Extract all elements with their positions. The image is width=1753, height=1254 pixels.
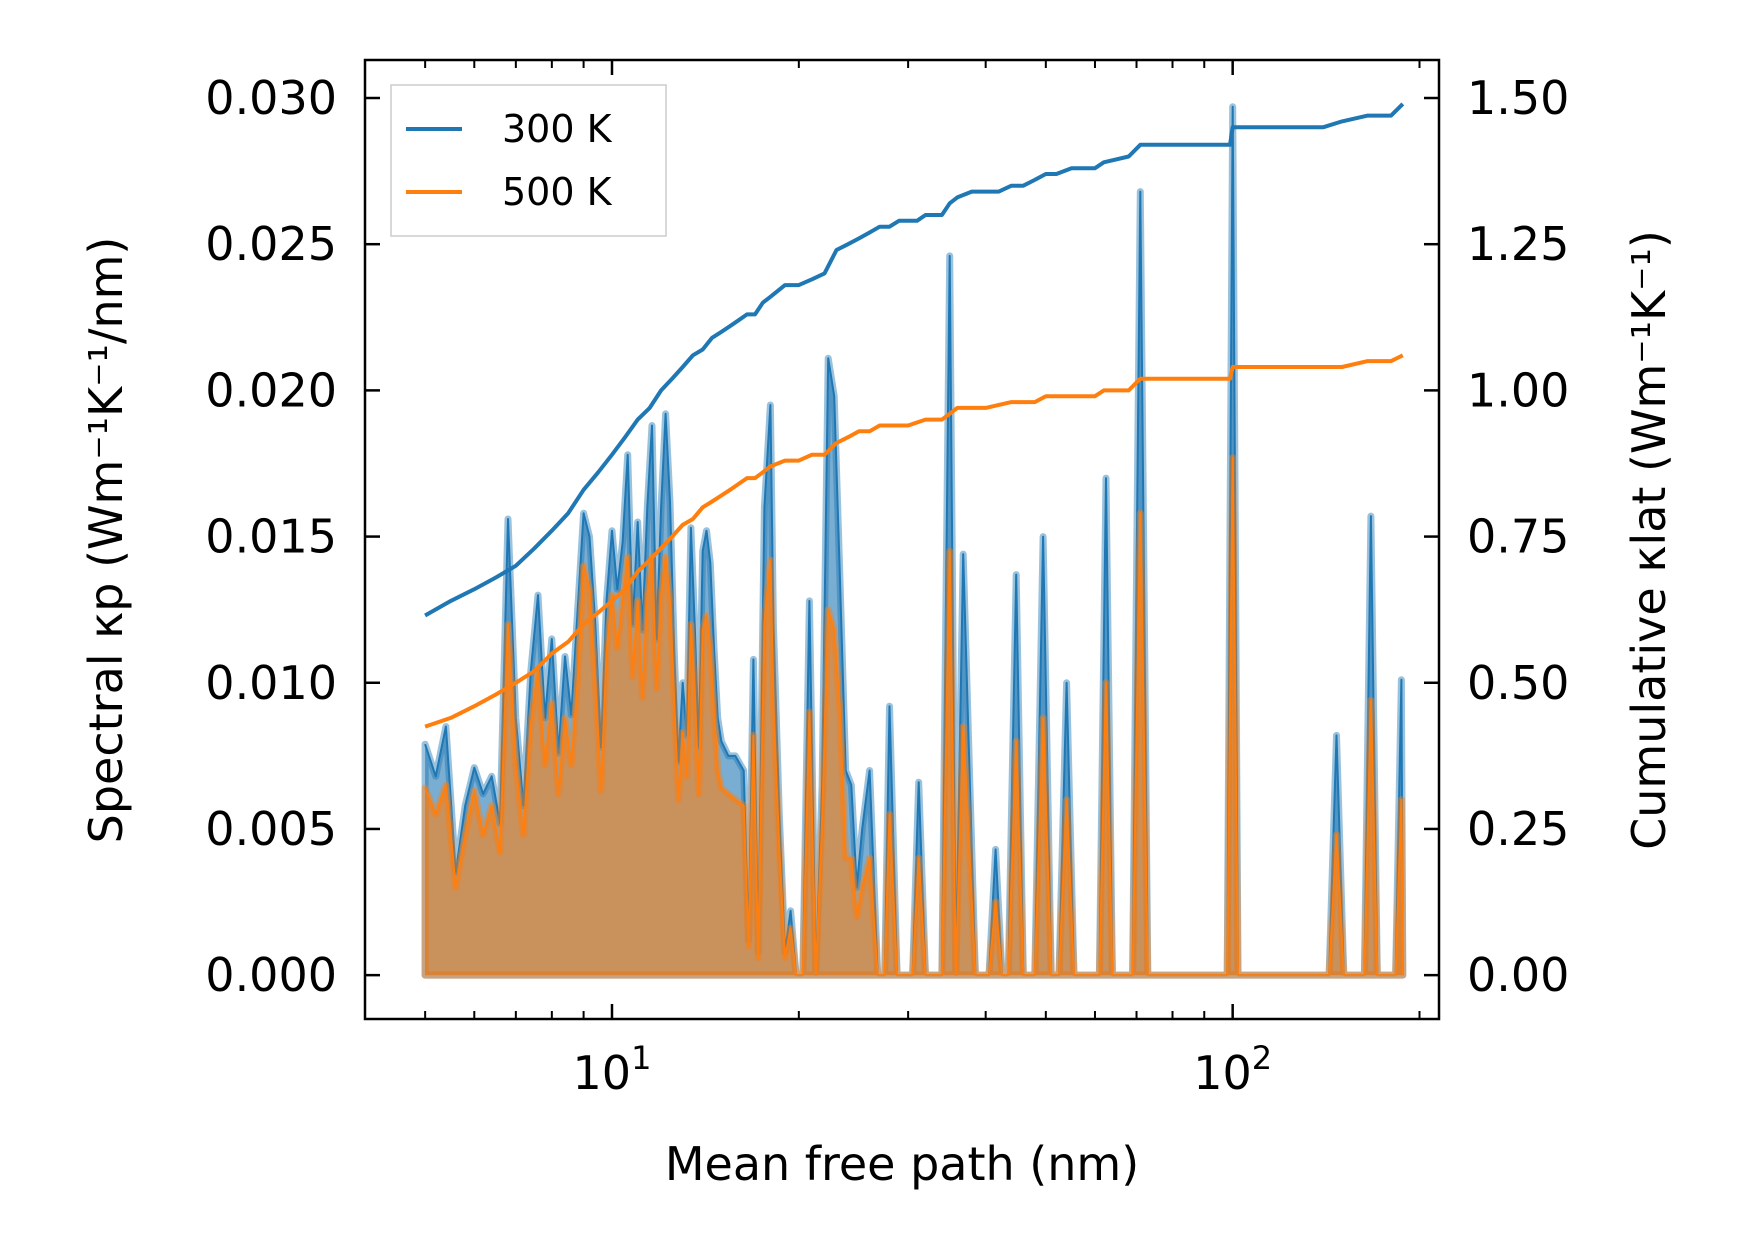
- plot-area: [421, 102, 1407, 979]
- y-right-tick-label: 0.25: [1467, 802, 1569, 856]
- y-right-tick-label: 1.00: [1467, 363, 1569, 417]
- y-left-tick-label: 0.000: [205, 948, 337, 1002]
- spectral-area-500k: [421, 454, 1407, 979]
- x-tick-label: 102: [1193, 1039, 1272, 1100]
- y-left-tick-label: 0.020: [205, 363, 337, 417]
- y-right-tick-label: 1.50: [1467, 71, 1569, 125]
- y-left-tick-label: 0.015: [205, 510, 337, 564]
- cumulative-line-500k: [424, 353, 1404, 729]
- y-right-tick-label: 1.25: [1467, 217, 1569, 271]
- y-left-tick-label: 0.025: [205, 217, 337, 271]
- y-right-tick-label: 0.50: [1467, 656, 1569, 710]
- legend-label-500k: 500 K: [502, 170, 613, 214]
- legend-label-300k: 300 K: [502, 107, 613, 151]
- spectral-line-300k: [424, 105, 1404, 977]
- y-left-tick-label: 0.005: [205, 802, 337, 856]
- y-left-tick-label: 0.010: [205, 656, 337, 710]
- y-right-tick-label: 0.00: [1467, 948, 1569, 1002]
- legend-box: [390, 84, 667, 237]
- axis-ticks: 101 102 0.000 0.005 0.010 0.015 0.020 0.025 0.03…: [205, 60, 1569, 1100]
- y-left-tick-label: 0.030: [205, 71, 337, 125]
- x-tick-label: 101: [573, 1039, 652, 1100]
- y-axis-label-left: Spectral κp (Wm⁻¹K⁻¹/nm): [79, 237, 133, 844]
- spectral-line-500k: [424, 456, 1404, 977]
- y-axis-label-right: Cumulative κlat (Wm⁻¹K⁻¹): [1622, 230, 1676, 850]
- cumulative-line-300k: [424, 102, 1405, 618]
- x-axis-label: Mean free path (nm): [665, 1137, 1139, 1191]
- legend: 300 K 500 K: [390, 84, 667, 237]
- plot-frame: [363, 58, 1441, 1021]
- y-right-tick-label: 0.75: [1467, 510, 1569, 564]
